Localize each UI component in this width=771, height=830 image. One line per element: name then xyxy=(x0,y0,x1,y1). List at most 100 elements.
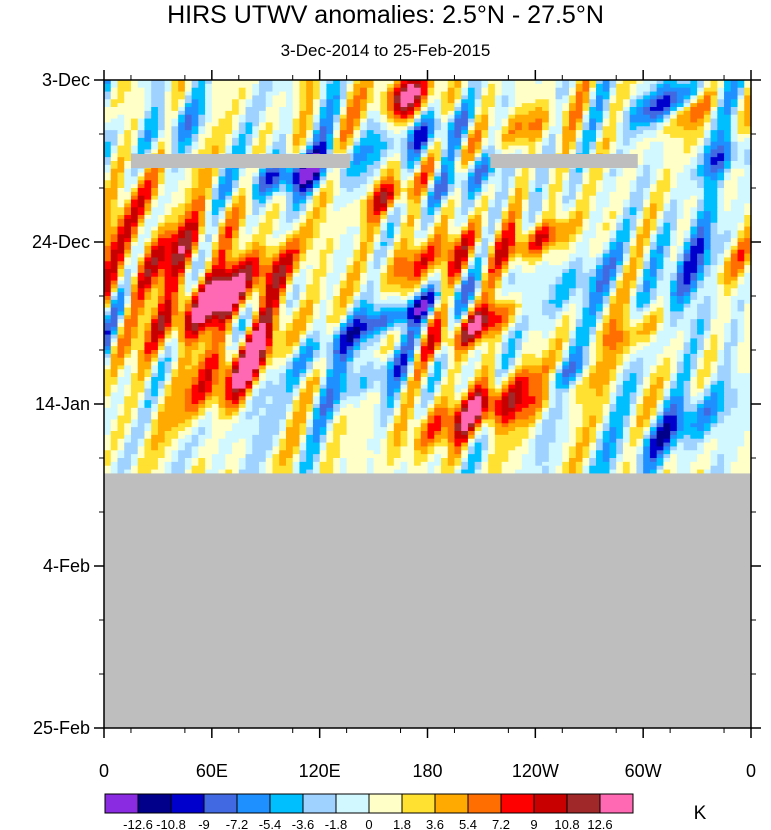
heatmap-cell xyxy=(481,176,489,181)
heatmap-cell xyxy=(420,257,429,262)
heatmap-cell xyxy=(629,211,638,216)
heatmap-cell xyxy=(670,218,678,224)
heatmap-cell xyxy=(292,265,301,270)
heatmap-cell xyxy=(292,195,301,201)
heatmap-cell xyxy=(198,107,206,112)
heatmap-cell xyxy=(737,107,745,112)
heatmap-cell xyxy=(124,168,132,174)
heatmap-cell xyxy=(730,184,739,189)
heatmap-cell xyxy=(306,91,314,97)
heatmap-cell xyxy=(198,176,206,181)
heatmap-cell xyxy=(703,114,712,120)
heatmap-cell xyxy=(474,203,483,208)
heatmap-cell xyxy=(703,87,712,93)
heatmap-cell xyxy=(454,226,462,232)
heatmap-cell xyxy=(737,226,745,232)
heatmap-cell xyxy=(548,222,557,228)
heatmap-cell xyxy=(427,91,435,97)
heatmap-cell xyxy=(225,191,233,197)
heatmap-cell xyxy=(542,269,550,274)
heatmap-cell xyxy=(414,249,422,255)
heatmap-cell xyxy=(656,218,664,224)
heatmap-cell xyxy=(400,122,408,127)
heatmap-cell xyxy=(346,261,354,266)
heatmap-cell xyxy=(467,153,476,158)
heatmap-cell xyxy=(144,137,152,143)
heatmap-cell xyxy=(595,134,604,139)
heatmap-cell xyxy=(312,226,321,232)
heatmap-cell xyxy=(252,137,260,143)
heatmap-cell xyxy=(582,83,590,89)
heatmap-cell xyxy=(110,203,119,208)
heatmap-cell xyxy=(211,149,220,154)
heatmap-cell xyxy=(528,222,536,228)
heatmap-cell xyxy=(373,222,381,228)
heatmap-cell xyxy=(521,234,530,239)
heatmap-cell xyxy=(616,141,624,147)
heatmap-cell xyxy=(245,218,253,224)
heatmap-cell xyxy=(562,242,570,247)
heatmap-cell xyxy=(312,234,321,239)
heatmap-cell xyxy=(191,184,199,189)
heatmap-cell xyxy=(326,118,334,124)
heatmap-cell xyxy=(724,238,732,243)
heatmap-cell xyxy=(333,238,341,243)
heatmap-cell xyxy=(744,153,752,158)
heatmap-cell xyxy=(548,130,557,135)
heatmap-cell xyxy=(609,226,617,232)
heatmap-cell xyxy=(542,107,550,112)
heatmap-cell xyxy=(110,272,119,278)
heatmap-cell xyxy=(191,242,199,247)
heatmap-cell xyxy=(117,242,125,247)
heatmap-cell xyxy=(467,164,476,170)
heatmap-cell xyxy=(697,110,705,116)
heatmap-cell xyxy=(643,215,651,220)
heatmap-cell xyxy=(124,242,132,247)
heatmap-cell xyxy=(191,134,199,139)
heatmap-cell xyxy=(110,195,119,201)
heatmap-cell xyxy=(225,253,233,259)
heatmap-cell xyxy=(420,172,429,178)
heatmap-cell xyxy=(474,110,483,116)
heatmap-cell xyxy=(259,168,267,174)
heatmap-cell xyxy=(501,230,509,235)
heatmap-cell xyxy=(461,103,469,108)
heatmap-cell xyxy=(191,234,199,239)
heatmap-cell xyxy=(366,122,375,127)
heatmap-cell xyxy=(225,215,233,220)
heatmap-cell xyxy=(225,261,233,266)
heatmap-cell xyxy=(387,203,395,208)
heatmap-cell xyxy=(636,157,644,162)
heatmap-cell xyxy=(232,188,240,193)
heatmap-cell xyxy=(616,261,624,266)
heatmap-cell xyxy=(104,226,112,232)
heatmap-cell xyxy=(562,199,570,205)
heatmap-cell xyxy=(319,203,328,208)
heatmap-cell xyxy=(393,157,402,162)
heatmap-cell xyxy=(279,149,287,154)
heatmap-cell xyxy=(447,215,456,220)
heatmap-cell xyxy=(562,265,570,270)
heatmap-cell xyxy=(319,91,328,97)
heatmap-cell xyxy=(427,161,435,166)
heatmap-cell xyxy=(184,242,193,247)
heatmap-cell xyxy=(259,137,267,143)
heatmap-cell xyxy=(157,215,166,220)
heatmap-cell xyxy=(178,126,186,131)
heatmap-cell xyxy=(339,226,348,232)
heatmap-cell xyxy=(710,164,718,170)
heatmap-cell xyxy=(178,234,186,239)
heatmap-cell xyxy=(649,83,658,89)
heatmap-cell xyxy=(629,118,638,124)
heatmap-cell xyxy=(414,95,422,100)
heatmap-cell xyxy=(184,103,193,108)
heatmap-cell xyxy=(710,242,718,247)
heatmap-cell xyxy=(589,180,597,185)
heatmap-cell xyxy=(171,99,179,104)
heatmap-cell xyxy=(569,130,577,135)
heatmap-cell xyxy=(508,83,516,89)
heatmap-cell xyxy=(521,107,530,112)
heatmap-cell xyxy=(380,226,388,232)
heatmap-cell xyxy=(259,195,267,201)
heatmap-cell xyxy=(259,83,267,89)
